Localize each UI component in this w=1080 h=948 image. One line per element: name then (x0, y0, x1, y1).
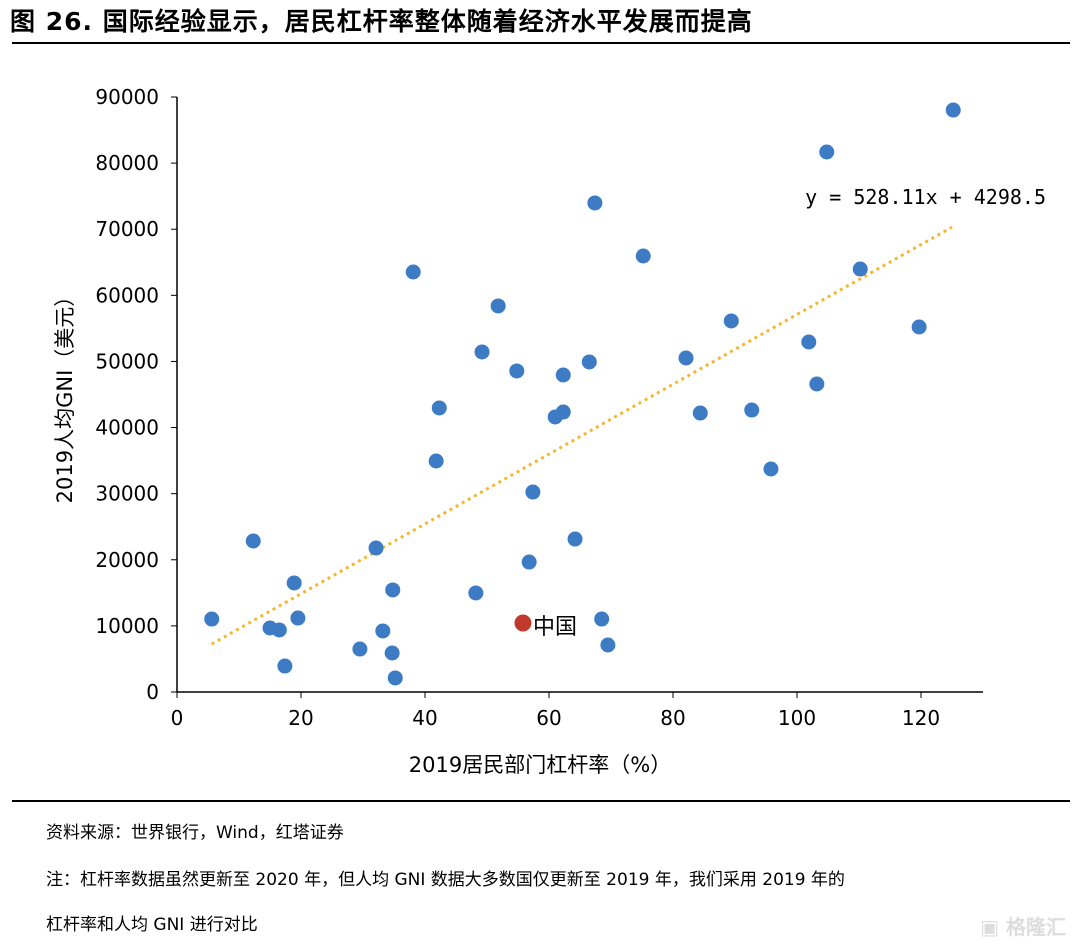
data-point (763, 461, 779, 477)
x-tick-label: 120 (902, 706, 940, 730)
watermark-logo: ▣ 格隆汇 (980, 915, 1066, 939)
trendline-equation: y = 528.11x + 4298.5 (805, 185, 1046, 209)
data-point (692, 405, 708, 421)
data-point (375, 623, 391, 639)
data-point (431, 400, 447, 416)
data-point (852, 261, 868, 277)
data-point (744, 402, 760, 418)
data-point (290, 610, 306, 626)
data-point (405, 264, 421, 280)
data-point (819, 144, 835, 160)
x-tick-label: 100 (778, 706, 816, 730)
scatter-chart: 0 20 40 60 80 100 120 0 10000 20000 30000 40000 5000… (53, 85, 1046, 777)
data-point (277, 658, 293, 674)
y-tick-label: 80000 (95, 151, 159, 175)
data-point (490, 298, 506, 314)
data-point (723, 313, 739, 329)
data-point (387, 670, 403, 686)
y-tick-label: 10000 (95, 614, 159, 638)
source-rule (12, 800, 1070, 802)
data-point (385, 582, 401, 598)
x-tick-label: 60 (536, 706, 561, 730)
data-point (911, 319, 927, 335)
data-point (801, 334, 817, 350)
figure-title: 图 26. 国际经验显示，居民杠杆率整体随着经济水平发展而提高 (10, 7, 753, 36)
data-point (521, 554, 537, 570)
note-line-2: 杠杆率和人均 GNI 进行对比 (46, 915, 258, 935)
data-point (600, 637, 616, 653)
data-point (678, 350, 694, 366)
data-point (809, 376, 825, 392)
data-point (594, 611, 610, 627)
source-text: 资料来源：世界银行，Wind，红塔证券 (46, 823, 344, 843)
y-tick-label: 90000 (95, 85, 159, 109)
y-tick-label: 70000 (95, 217, 159, 241)
data-point (555, 404, 571, 420)
trendline (210, 225, 953, 646)
y-axis-title: 2019人均GNI（美元） (53, 286, 77, 504)
data-point (635, 248, 651, 264)
china-label: 中国 (533, 615, 577, 640)
data-point (474, 344, 490, 360)
data-point (581, 354, 597, 370)
y-tick-label: 0 (146, 680, 159, 704)
y-tick-label: 40000 (95, 416, 159, 440)
note-line-1: 注：杠杆率数据虽然更新至 2020 年，但人均 GNI 数据大多数国仅更新至 2… (46, 870, 845, 890)
data-point (587, 195, 603, 211)
data-point (384, 645, 400, 661)
y-tick-label: 20000 (95, 548, 159, 572)
data-point (352, 641, 368, 657)
title-rule (12, 42, 1070, 44)
data-point (567, 531, 583, 547)
data-point (428, 453, 444, 469)
x-tick-label: 80 (660, 706, 685, 730)
y-tick-label: 30000 (95, 482, 159, 506)
x-tick-label: 20 (288, 706, 313, 730)
x-tick-label: 0 (171, 706, 184, 730)
watermark-text: 格隆汇 (1006, 915, 1066, 939)
data-point (271, 622, 287, 638)
data-point (525, 484, 541, 500)
data-point (555, 367, 571, 383)
y-tick-label: 60000 (95, 283, 159, 307)
y-tick-label: 50000 (95, 349, 159, 373)
data-point (509, 363, 525, 379)
data-point (204, 611, 220, 627)
data-point (468, 585, 484, 601)
x-axis-title: 2019居民部门杠杆率（%） (409, 753, 671, 777)
data-point (945, 102, 961, 118)
data-point (286, 575, 302, 591)
x-tick-label: 40 (412, 706, 437, 730)
data-point (245, 533, 261, 549)
china-point (514, 614, 532, 632)
data-point (368, 540, 384, 556)
